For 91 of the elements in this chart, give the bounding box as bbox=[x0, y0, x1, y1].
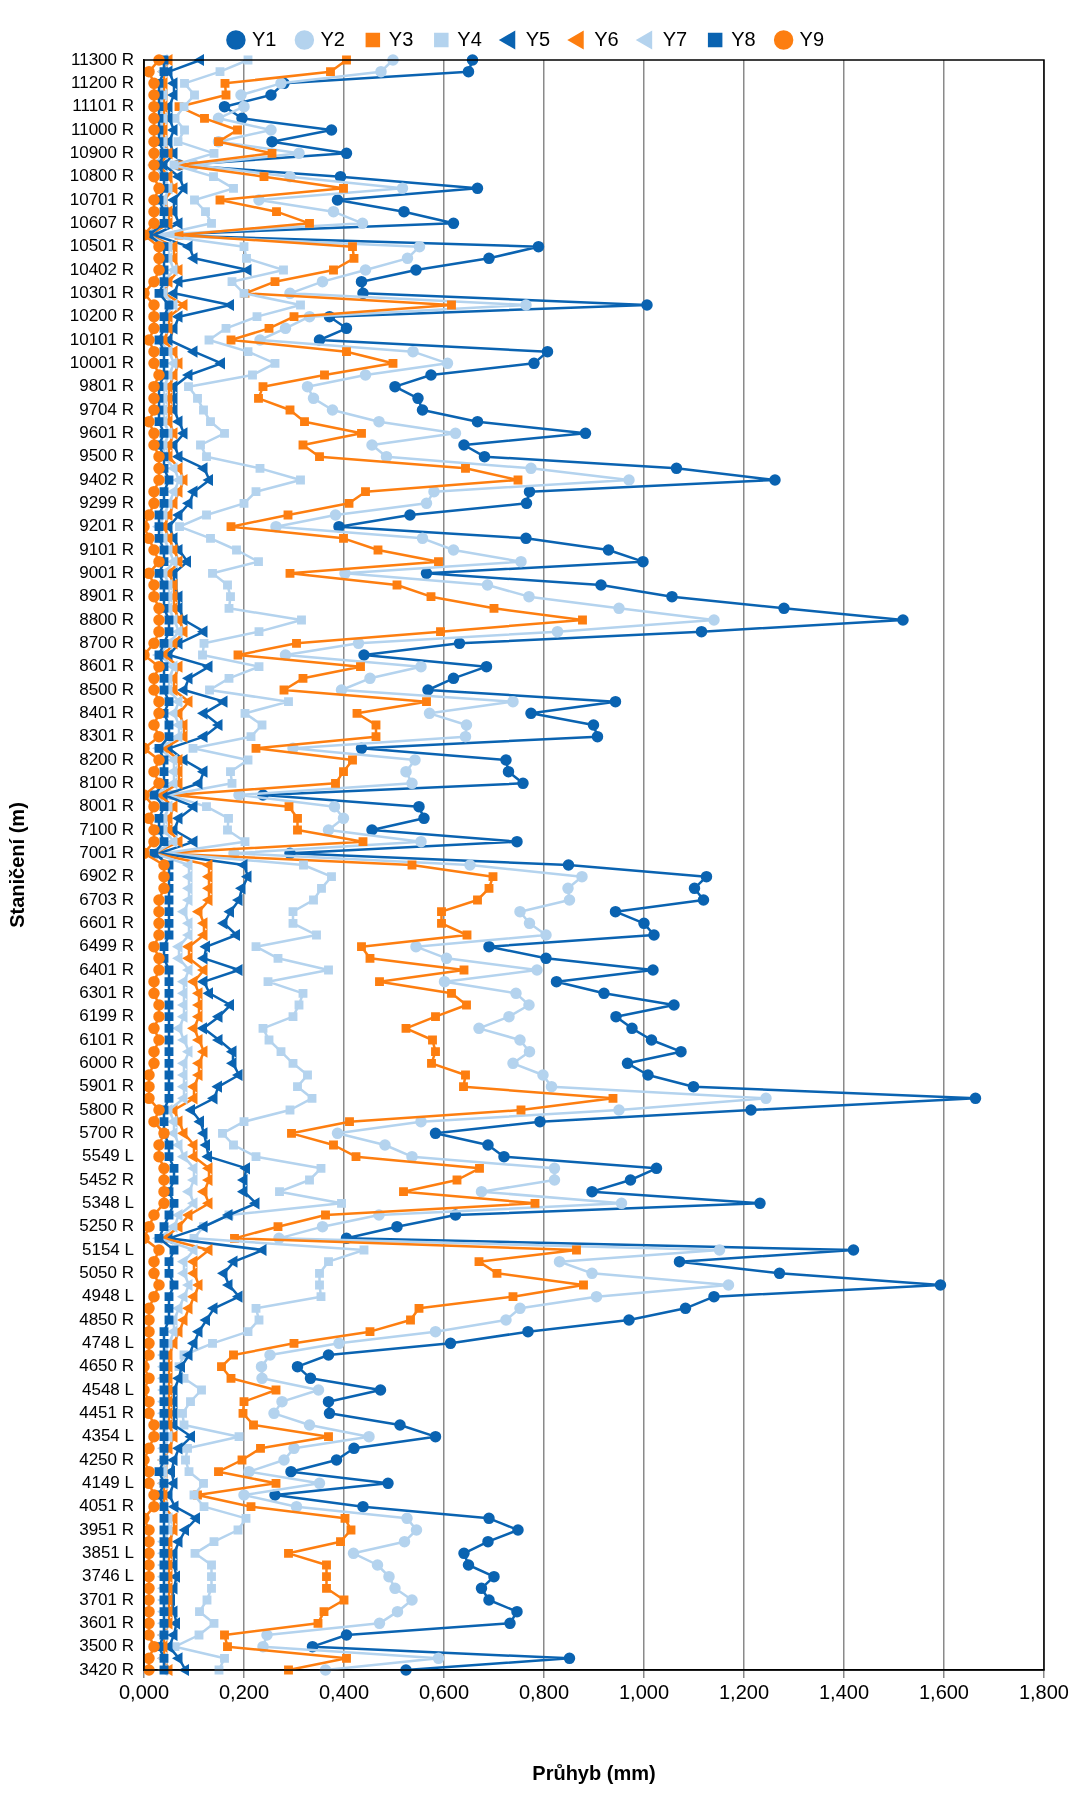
y-tick-label: 6902 R bbox=[79, 866, 134, 886]
y-tick-label: 8601 R bbox=[79, 656, 134, 676]
y-tick-label: 5549 L bbox=[82, 1146, 134, 1166]
y-tick-label: 10101 R bbox=[69, 329, 134, 349]
y-tick-label: 3601 R bbox=[79, 1613, 134, 1633]
y-tick-label: 4850 R bbox=[79, 1309, 134, 1329]
y-tick-label: 4948 L bbox=[82, 1286, 134, 1306]
y-tick-label: 8301 R bbox=[79, 726, 134, 746]
y-tick-label: 9801 R bbox=[79, 376, 134, 396]
y-tick-label: 3500 R bbox=[79, 1636, 134, 1656]
legend-label: Y2 bbox=[320, 27, 345, 50]
y-tick-label: 3701 R bbox=[79, 1589, 134, 1609]
y-tick-label: 8700 R bbox=[79, 633, 134, 653]
y-tick-label: 3420 R bbox=[79, 1659, 134, 1679]
legend-label: Y8 bbox=[731, 27, 756, 50]
y-tick-label: 5250 R bbox=[79, 1216, 134, 1236]
y-tick-label: 10501 R bbox=[69, 236, 134, 256]
y-tick-label: 9299 R bbox=[79, 493, 134, 513]
x-tick-label: 1,000 bbox=[618, 1680, 670, 1703]
y-tick-label: 10900 R bbox=[69, 143, 134, 163]
x-tick-label: 1,400 bbox=[818, 1680, 870, 1703]
y-tick-label: 10607 R bbox=[69, 213, 134, 233]
y-tick-label: 4051 R bbox=[79, 1496, 134, 1516]
legend-label: Y3 bbox=[388, 27, 414, 50]
y-tick-label: 8500 R bbox=[79, 679, 134, 699]
y-tick-label: 11101 R bbox=[72, 96, 134, 116]
y-tick-label: 6301 R bbox=[79, 983, 134, 1003]
legend-label: Y7 bbox=[662, 27, 688, 50]
y-tick-label: 10301 R bbox=[69, 283, 134, 303]
y-tick-label: 4548 L bbox=[82, 1379, 134, 1399]
y-tick-label: 4149 L bbox=[82, 1473, 134, 1493]
y-tick-label: 5700 R bbox=[79, 1123, 134, 1143]
y-tick-label: 4650 R bbox=[79, 1356, 134, 1376]
y-tick-label: 6401 R bbox=[79, 959, 134, 979]
y-tick-label: 5452 R bbox=[79, 1169, 134, 1189]
x-tick-label: 0,000 bbox=[118, 1680, 170, 1703]
y-axis-title: Staničení (m) bbox=[5, 802, 28, 928]
y-tick-label: 9001 R bbox=[79, 563, 134, 583]
x-tick-label: 0,400 bbox=[318, 1680, 370, 1703]
y-tick-label: 8800 R bbox=[79, 609, 134, 629]
x-tick-label: 1,800 bbox=[1018, 1680, 1070, 1703]
y-tick-label: 5348 L bbox=[82, 1193, 134, 1213]
y-tick-label: 8901 R bbox=[79, 586, 134, 606]
legend-label: Y9 bbox=[799, 27, 825, 50]
y-tick-label: 11300 R bbox=[70, 49, 134, 69]
x-tick-label: 1,200 bbox=[718, 1680, 770, 1703]
y-tick-label: 8100 R bbox=[79, 773, 134, 793]
y-tick-label: 8200 R bbox=[79, 749, 134, 769]
x-tick-label: 0,200 bbox=[218, 1680, 270, 1703]
y-tick-label: 6000 R bbox=[79, 1053, 134, 1073]
y-tick-label: 10701 R bbox=[69, 189, 134, 209]
y-tick-label: 11200 R bbox=[70, 73, 134, 93]
y-tick-label: 6601 R bbox=[79, 913, 134, 933]
y-tick-label: 6199 R bbox=[79, 1006, 134, 1026]
y-tick-label: 6703 R bbox=[79, 889, 134, 909]
y-tick-label: 9500 R bbox=[79, 446, 134, 466]
y-tick-label: 5050 R bbox=[79, 1263, 134, 1283]
y-tick-label: 7001 R bbox=[79, 843, 134, 863]
y-tick-label: 9101 R bbox=[79, 539, 134, 559]
y-tick-label: 9601 R bbox=[79, 423, 134, 443]
y-tick-label: 6101 R bbox=[79, 1029, 134, 1049]
y-tick-label: 4451 R bbox=[79, 1403, 134, 1423]
legend-label: Y6 bbox=[594, 27, 619, 50]
y-tick-label: 5901 R bbox=[79, 1076, 134, 1096]
y-tick-label: 4250 R bbox=[79, 1449, 134, 1469]
y-tick-label: 10800 R bbox=[69, 166, 134, 186]
legend-label: Y5 bbox=[525, 27, 551, 50]
y-tick-label: 9704 R bbox=[79, 399, 134, 419]
y-tick-label: 3951 R bbox=[79, 1519, 134, 1539]
x-tick-label: 0,600 bbox=[418, 1680, 470, 1703]
y-tick-label: 4748 L bbox=[82, 1333, 134, 1353]
y-tick-label: 10200 R bbox=[69, 306, 134, 326]
y-tick-label: 9402 R bbox=[79, 469, 134, 489]
y-tick-label: 11000 R bbox=[70, 119, 134, 139]
y-tick-label: 5800 R bbox=[79, 1099, 134, 1119]
y-tick-label: 3851 L bbox=[82, 1543, 134, 1563]
y-tick-label: 8401 R bbox=[79, 703, 134, 723]
y-tick-label: 6499 R bbox=[79, 936, 134, 956]
x-tick-label: 0,800 bbox=[518, 1680, 570, 1703]
x-tick-label: 1,600 bbox=[918, 1680, 970, 1703]
y-tick-label: 7100 R bbox=[79, 819, 134, 839]
y-tick-label: 3746 L bbox=[82, 1566, 134, 1586]
y-tick-label: 9201 R bbox=[79, 516, 134, 536]
y-tick-label: 4354 L bbox=[82, 1426, 134, 1446]
y-tick-label: 8001 R bbox=[79, 796, 134, 816]
y-tick-label: 5154 L bbox=[82, 1239, 134, 1259]
y-tick-label: 10402 R bbox=[69, 259, 134, 279]
y-tick-label: 10001 R bbox=[69, 353, 134, 373]
legend-label: Y4 bbox=[457, 27, 482, 50]
legend-label: Y1 bbox=[251, 27, 277, 50]
x-axis-title: Průhyb (mm) bbox=[532, 1761, 656, 1784]
